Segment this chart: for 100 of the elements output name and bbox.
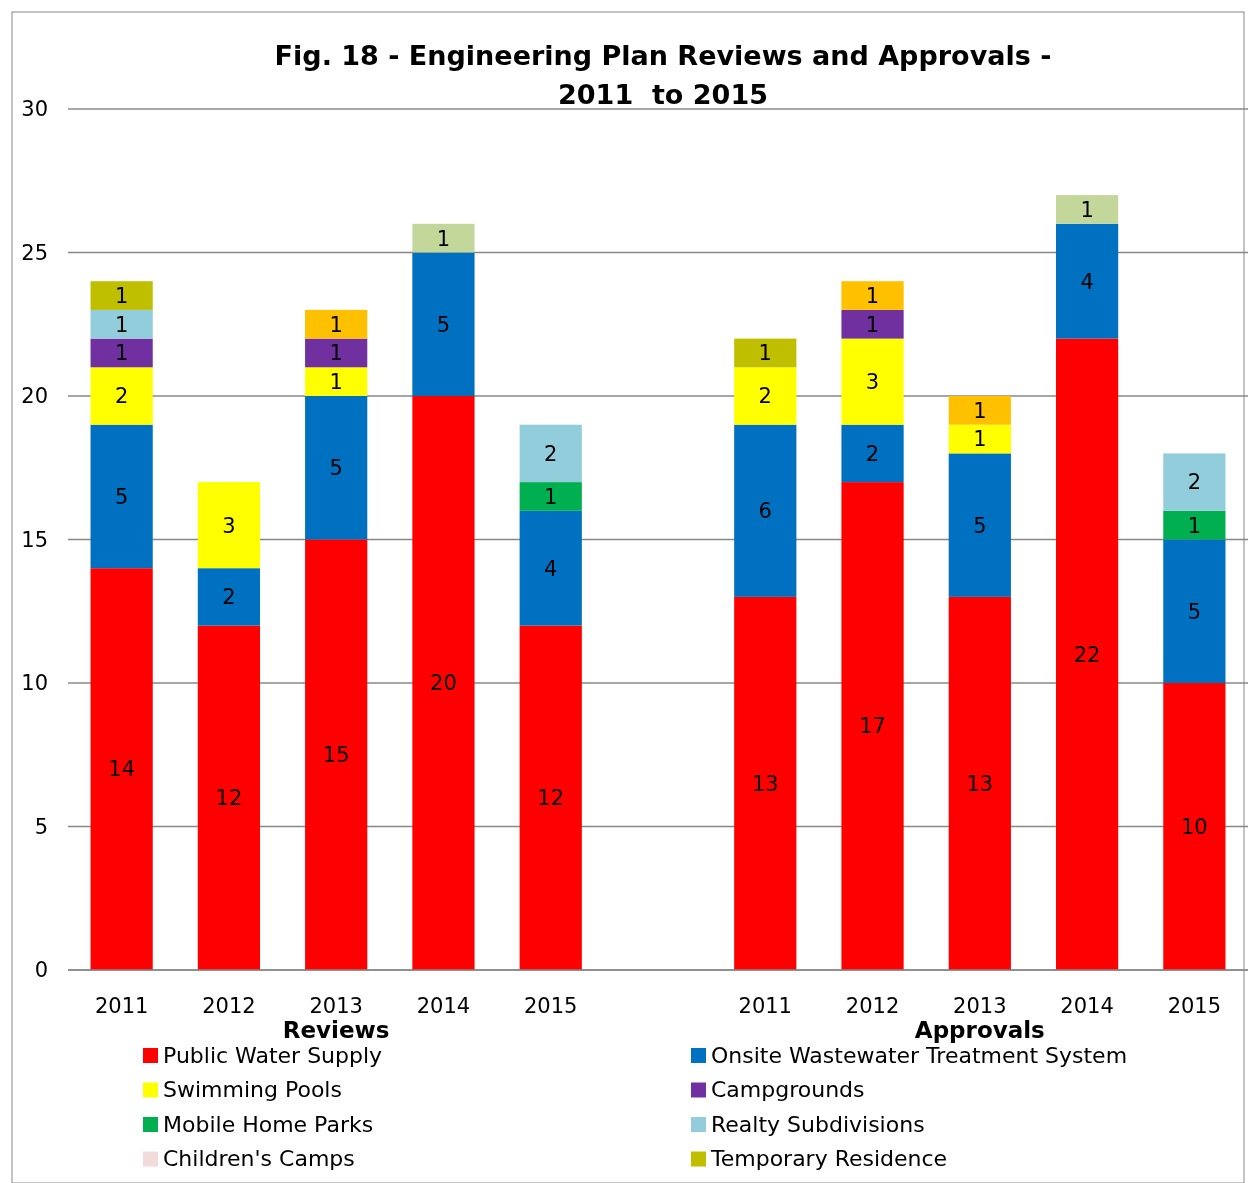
data-label: 12	[537, 786, 565, 811]
data-label: 1	[1187, 513, 1202, 538]
data-label: 1	[973, 398, 987, 423]
data-label: 1	[1080, 197, 1094, 222]
bar	[519, 424, 582, 483]
data-label: 3	[222, 513, 236, 538]
data-label: 4	[544, 556, 558, 581]
x-tick-label: 2011	[738, 994, 792, 1018]
data-label: 1	[865, 312, 880, 337]
data-label: 1	[329, 341, 343, 366]
bar	[519, 510, 582, 626]
data-label: 17	[859, 714, 886, 739]
y-tick-label: 30	[21, 97, 48, 122]
data-label: 1	[114, 341, 129, 366]
data-label: 1	[114, 283, 129, 308]
legend-label: Temporary Residence	[710, 1146, 948, 1172]
legend-label: Onsite Wastewater Treatment System	[711, 1042, 1128, 1068]
data-label: 6	[758, 499, 772, 524]
bar	[841, 309, 904, 339]
x-tick-label: 2012	[202, 994, 256, 1018]
bar	[948, 453, 1011, 597]
data-label: 1	[436, 226, 451, 251]
bar	[841, 482, 904, 970]
bar	[90, 424, 153, 569]
legend-label: Campgrounds	[711, 1077, 865, 1103]
bar	[197, 568, 261, 626]
bar	[841, 338, 904, 425]
data-label: 13	[751, 771, 779, 796]
data-label: 5	[436, 312, 451, 337]
y-tick-label: 20	[21, 384, 48, 409]
y-tick-label: 0	[34, 958, 48, 983]
text: Approvals	[914, 1017, 1045, 1043]
data-label: 14	[108, 757, 135, 782]
y-tick-label: 25	[21, 240, 48, 265]
data-label: 2	[544, 441, 558, 466]
data-label: 5	[973, 513, 987, 538]
x-tick-label: 2014	[416, 994, 471, 1018]
data-label: 1	[114, 312, 129, 337]
legend-label: Children's Camps	[163, 1146, 355, 1172]
bar	[734, 338, 797, 368]
bar	[734, 424, 797, 597]
bar	[948, 424, 1011, 454]
data-label: 1	[973, 427, 987, 452]
bar	[90, 309, 153, 339]
y-tick-label: 10	[21, 671, 48, 696]
data-label: 10	[1181, 814, 1208, 839]
text: Reviews	[282, 1017, 390, 1043]
bar	[1055, 338, 1119, 970]
bar	[1163, 453, 1226, 511]
data-label: 12	[215, 786, 243, 811]
bar	[90, 338, 153, 368]
legend-label: Mobile Home Parks	[163, 1111, 374, 1137]
bar	[90, 568, 153, 970]
bar	[305, 367, 368, 396]
legend-label: Public Water Supply	[163, 1042, 383, 1068]
legend-label: Swimming Pools	[163, 1077, 342, 1103]
bar	[948, 596, 1011, 970]
bar	[519, 482, 582, 511]
bar	[412, 223, 475, 253]
bar	[90, 281, 153, 310]
x-tick-label: 2013	[953, 994, 1007, 1018]
x-tick-label: 2015	[1167, 994, 1222, 1018]
bar	[734, 596, 797, 970]
data-label: 2	[758, 384, 772, 409]
bar	[305, 539, 368, 970]
bar	[305, 396, 368, 540]
bar	[412, 396, 475, 970]
data-label: 2	[222, 585, 236, 610]
bar	[90, 367, 153, 425]
data-label: 4	[1080, 269, 1094, 294]
chart-title: Fig. 18 - Engineering Plan Reviews and Approvals - 2011 to 2015	[274, 40, 1052, 110]
bar	[197, 482, 261, 569]
data-label: 22	[1073, 642, 1101, 667]
data-label: 1	[329, 312, 343, 337]
bar	[734, 367, 797, 425]
bar	[305, 309, 368, 339]
data-label: 1	[758, 341, 772, 366]
data-label: 5	[329, 456, 343, 481]
bar	[305, 338, 368, 368]
data-label: 5	[1187, 599, 1202, 624]
x-tick-label: 2011	[94, 994, 149, 1018]
bar	[1163, 510, 1226, 540]
bar	[1163, 683, 1226, 970]
y-tick-label: 15	[21, 527, 48, 552]
x-tick-label: 2012	[845, 994, 900, 1018]
data-label: 13	[966, 771, 994, 796]
bar	[519, 625, 582, 970]
bar	[1163, 539, 1226, 683]
bar	[197, 625, 261, 970]
data-label: 5	[114, 484, 129, 509]
x-tick-label: 2014	[1060, 994, 1114, 1018]
legend-label: Realty Subdivisions	[711, 1111, 925, 1137]
y-tick-label: 5	[34, 814, 48, 839]
bar	[841, 281, 904, 310]
bar	[1055, 195, 1119, 224]
data-label: 1	[544, 484, 558, 509]
x-tick-label: 2013	[309, 994, 363, 1018]
bar	[841, 424, 904, 483]
bar	[948, 396, 1011, 425]
bar	[412, 252, 475, 396]
